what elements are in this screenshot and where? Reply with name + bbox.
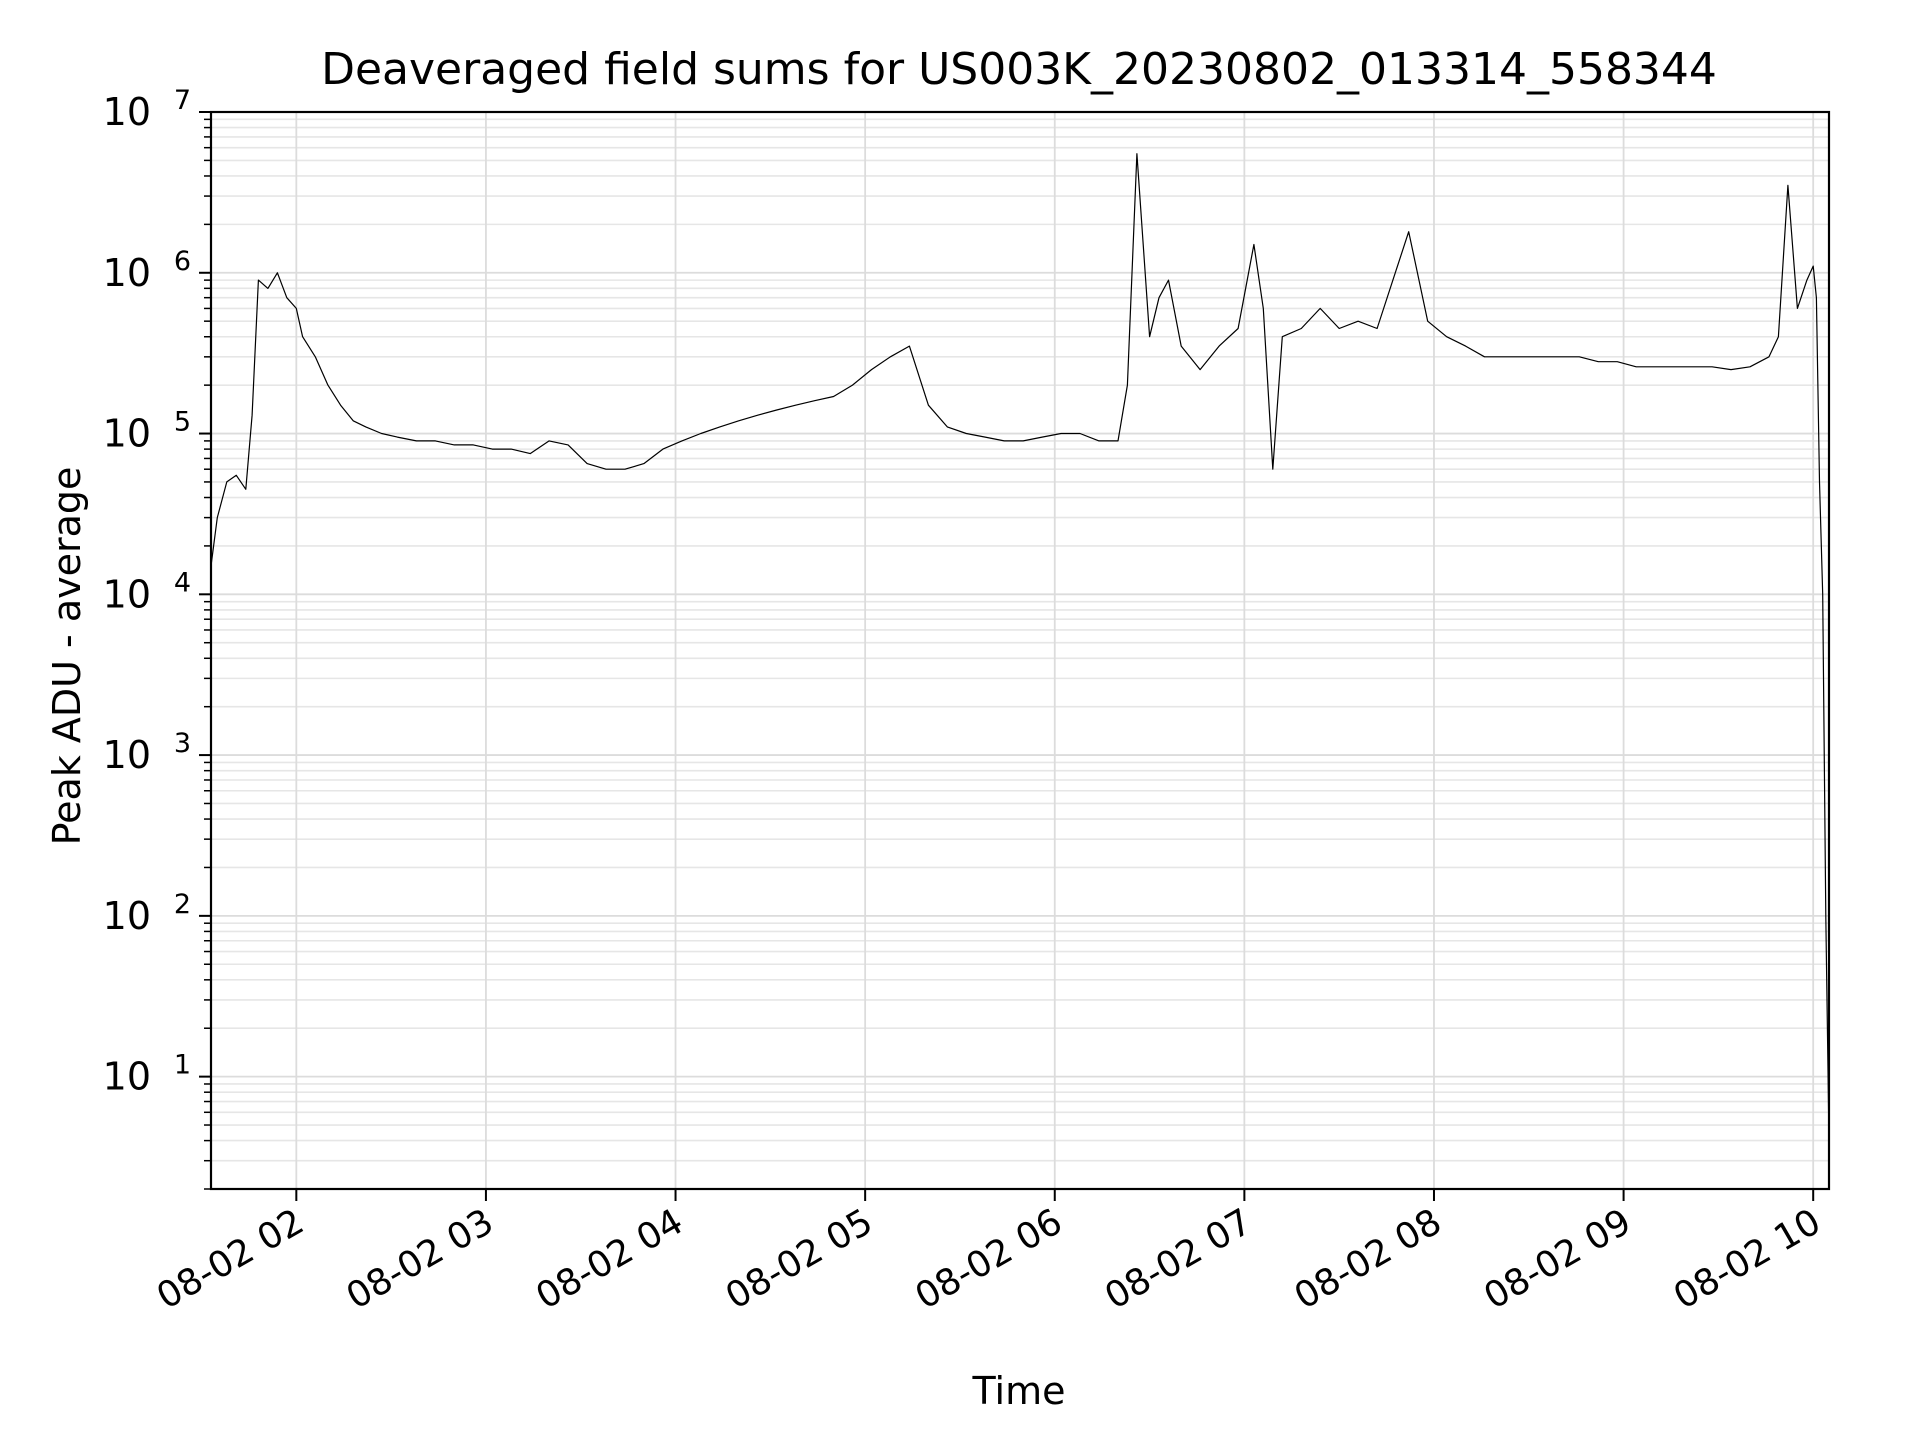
axis-ticks (199, 111, 1815, 1201)
data-series-line (210, 153, 1830, 1141)
y-tick-label: 10 4 (103, 567, 191, 616)
plot-area-frame (209, 110, 1831, 1191)
x-axis-label: Time (972, 1369, 1066, 1413)
grid-lines (211, 111, 1829, 1190)
chart-title: Deaveraged field sums for US003K_2023080… (321, 44, 1717, 95)
y-axis-label: Peak ADU - average (45, 467, 89, 846)
